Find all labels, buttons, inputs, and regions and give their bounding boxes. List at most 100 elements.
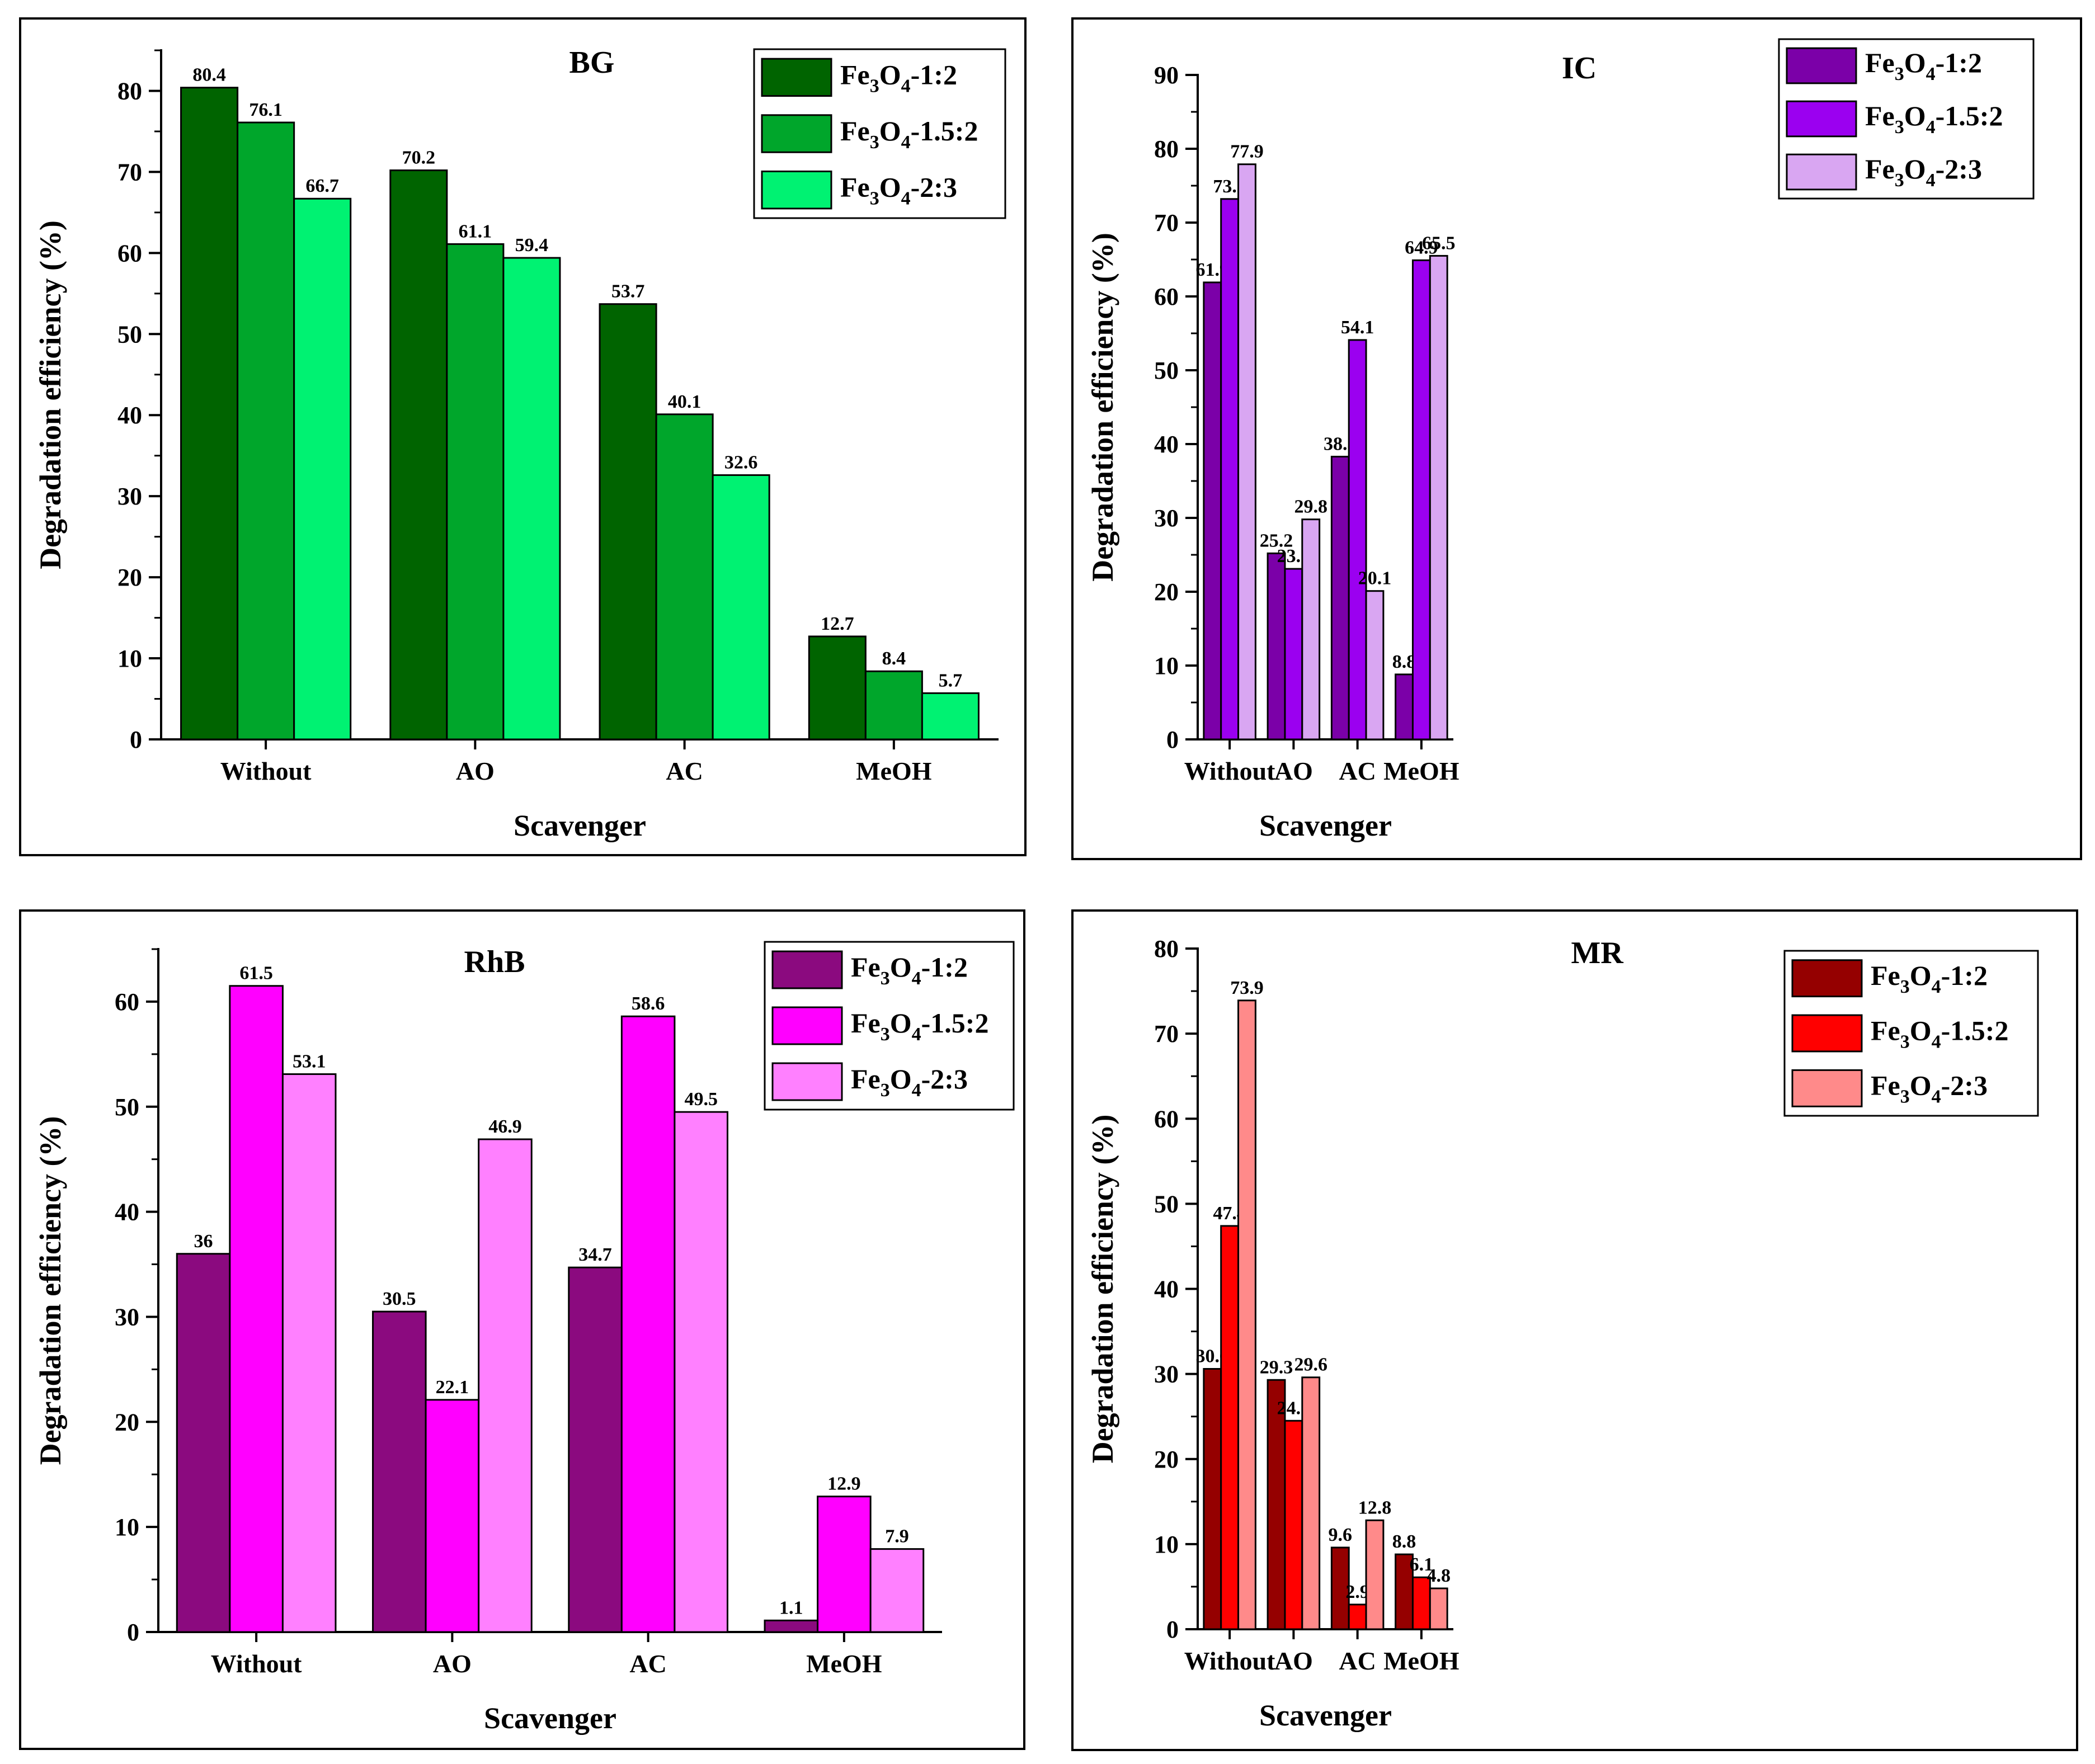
x-tick-label: Without	[1184, 757, 1275, 785]
bar	[1284, 1419, 1303, 1630]
data-label: 1.1	[779, 1597, 803, 1618]
y-tick-label: 70	[1154, 209, 1179, 237]
bar	[1267, 552, 1286, 740]
x-tick-label: AO	[456, 757, 495, 785]
legend-label: Fe3O4-1.5:2	[840, 115, 978, 153]
x-tick-label: MeOH	[1383, 757, 1460, 785]
y-tick-label: 10	[1154, 1531, 1179, 1558]
legend-swatch	[1786, 153, 1857, 191]
data-label: 12.9	[827, 1474, 861, 1494]
x-tick-label: MeOH	[856, 757, 932, 785]
data-label: 30.5	[383, 1289, 416, 1309]
y-tick-label: 10	[117, 645, 142, 672]
bar	[1395, 673, 1414, 740]
legend-swatch	[771, 950, 843, 989]
bar	[1203, 1367, 1222, 1630]
chart-title: IC	[1562, 51, 1597, 86]
bar	[1429, 254, 1448, 740]
bar	[1348, 1603, 1367, 1630]
y-tick-label: 60	[1154, 1105, 1179, 1133]
bar	[1395, 1553, 1414, 1630]
data-label: 32.6	[724, 452, 758, 473]
bar	[1237, 163, 1256, 740]
y-tick-label: 70	[117, 158, 142, 186]
y-tick-label: 20	[1154, 578, 1179, 606]
bar	[764, 1619, 819, 1633]
y-tick-label: 50	[115, 1093, 139, 1121]
data-label: 5.7	[939, 670, 963, 691]
bar	[389, 169, 448, 740]
bar	[599, 303, 657, 740]
chart-title: BG	[569, 45, 615, 80]
data-label: 61.5	[239, 963, 273, 984]
bar	[1237, 999, 1256, 1630]
bar	[655, 413, 714, 740]
y-tick-label: 30	[1154, 1361, 1179, 1388]
y-tick-label: 0	[130, 726, 142, 753]
data-label: 53.7	[611, 281, 645, 302]
y-axis-title: Degradation efficiency (%)	[1086, 233, 1119, 582]
x-axis-title: Scavenger	[514, 809, 646, 842]
data-label: 70.2	[402, 148, 436, 168]
data-label: 54.1	[1341, 317, 1374, 338]
y-tick-label: 20	[1154, 1446, 1179, 1473]
legend-label: Fe3O4-2:3	[851, 1063, 968, 1101]
data-label: 80.4	[192, 65, 226, 86]
panel-frame	[1071, 17, 2082, 860]
y-tick-label: 20	[115, 1408, 139, 1436]
chart-panel-mr: 01020304050607080Without30.647.473.9AO29…	[1071, 909, 2078, 1751]
y-tick-label: 60	[117, 239, 142, 267]
x-tick-label: MeOH	[1383, 1647, 1460, 1675]
x-tick-label: AC	[1339, 757, 1376, 785]
data-label: 20.1	[1358, 568, 1392, 589]
bar	[372, 1310, 427, 1633]
y-tick-label: 70	[1154, 1020, 1179, 1048]
bar	[674, 1111, 728, 1633]
data-label: 49.5	[684, 1089, 718, 1110]
bar	[1220, 198, 1240, 740]
data-label: 64.9	[1405, 237, 1438, 258]
y-axis-title: Degradation efficiency (%)	[34, 220, 67, 569]
chart-panel-rhb: 0 10 20 30 40 50 60 Without 36 61.5 53.1 AO 30.5 22.1…	[19, 909, 1025, 1750]
legend-label: Fe3O4-1.5:2	[851, 1007, 988, 1045]
data-label: 66.7	[305, 176, 339, 196]
legend-swatch	[1791, 1069, 1863, 1107]
legend-label: Fe3O4-1.5:2	[1871, 1015, 2008, 1052]
legend-label: Fe3O4-1.5:2	[1865, 100, 2003, 138]
y-tick-label: 40	[1154, 1276, 1179, 1303]
y-axis-title: Degradation efficiency (%)	[1086, 1115, 1119, 1464]
legend-swatch	[1791, 959, 1863, 998]
legend-swatch	[761, 114, 832, 153]
legend-swatch	[1786, 100, 1857, 138]
bar	[864, 670, 923, 740]
x-tick-label: AC	[1339, 1647, 1376, 1675]
legend-swatch	[761, 58, 832, 97]
y-tick-label: 80	[117, 77, 142, 105]
legend-label: Fe3O4-2:3	[1865, 153, 1982, 191]
bar	[1301, 1376, 1321, 1630]
bar	[817, 1496, 872, 1633]
y-tick-label: 30	[115, 1303, 139, 1331]
chart-panel-ic: 0102030405060708090Without61.973.277.9AO…	[1071, 17, 2082, 860]
y-tick-label: 50	[1154, 1190, 1179, 1218]
bar	[293, 197, 352, 740]
bar	[921, 692, 980, 740]
data-label: 59.4	[515, 235, 549, 256]
bar	[478, 1138, 533, 1633]
bar	[176, 1253, 231, 1633]
data-label: 58.6	[632, 993, 665, 1014]
data-label: 29.8	[1294, 497, 1327, 517]
bar	[620, 1015, 676, 1633]
legend-label: Fe3O4-1:2	[1865, 47, 1982, 84]
bar	[568, 1266, 623, 1633]
data-label: 29.3	[1260, 1357, 1293, 1378]
bar	[1203, 281, 1222, 740]
y-tick-label: 60	[115, 988, 139, 1016]
y-tick-label: 10	[1154, 652, 1179, 680]
data-label: 8.4	[882, 648, 906, 669]
data-label: 4.8	[1427, 1565, 1451, 1586]
bar	[502, 257, 561, 740]
data-label: 34.7	[578, 1244, 612, 1265]
bar	[1429, 1587, 1448, 1630]
bar	[281, 1073, 337, 1633]
